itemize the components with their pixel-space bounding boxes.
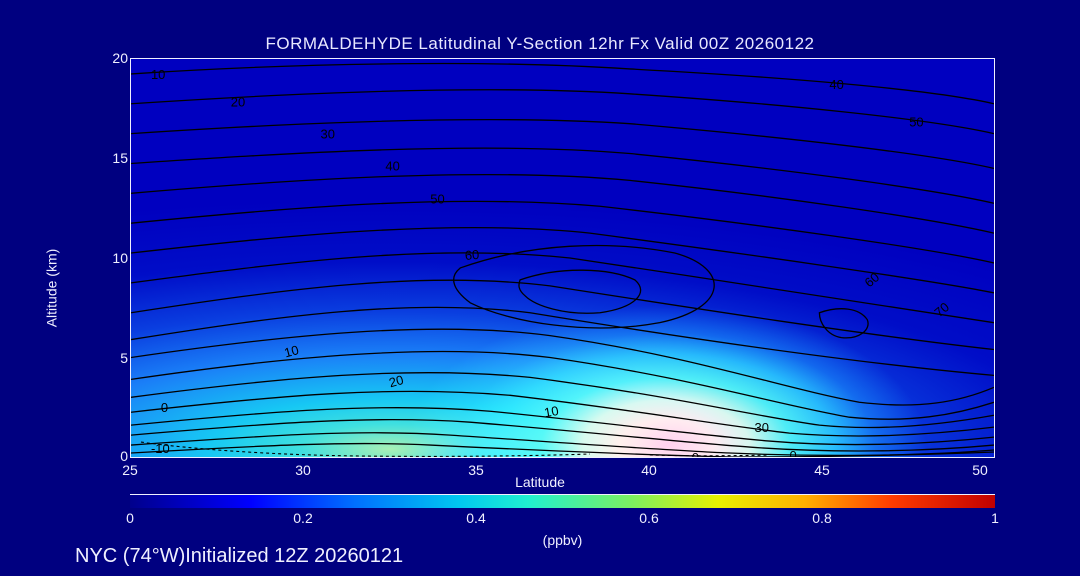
y-tick-20: 20 [104, 50, 128, 66]
svg-text:40: 40 [385, 158, 399, 173]
svg-text:30: 30 [321, 127, 335, 142]
svg-text:0: 0 [789, 448, 796, 457]
chart-root: FORMALDEHYDE Latitudinal Y-Section 12hr … [0, 0, 1080, 576]
svg-text:20: 20 [231, 95, 245, 110]
x-tick-30: 30 [288, 462, 318, 478]
cb-tick-0: 0 [126, 510, 134, 526]
cb-tick-1: 0.2 [293, 510, 312, 526]
svg-text:0: 0 [692, 450, 699, 457]
svg-text:70: 70 [931, 299, 952, 320]
svg-text:30: 30 [755, 420, 769, 435]
svg-text:60: 60 [464, 247, 480, 263]
cb-tick-3: 0.6 [639, 510, 658, 526]
cb-tick-2: 0.4 [466, 510, 485, 526]
svg-text:0: 0 [161, 400, 168, 415]
svg-text:10: 10 [283, 342, 301, 360]
x-tick-35: 35 [461, 462, 491, 478]
x-tick-50: 50 [965, 462, 995, 478]
svg-text:10: 10 [543, 403, 560, 420]
x-axis-label: Latitude [515, 474, 565, 490]
svg-text:-10: -10 [151, 441, 170, 456]
colorbar-gradient [130, 494, 995, 508]
svg-text:20: 20 [387, 372, 405, 390]
svg-text:60: 60 [862, 269, 883, 290]
x-tick-45: 45 [807, 462, 837, 478]
svg-text:50: 50 [909, 115, 923, 130]
x-tick-25: 25 [115, 462, 145, 478]
chart-title: FORMALDEHYDE Latitudinal Y-Section 12hr … [266, 34, 815, 54]
y-axis-label: Altitude (km) [43, 249, 59, 328]
contour-lines-svg: 10 20 30 40 50 60 40 50 60 70 10 20 10 3… [131, 59, 994, 457]
plot-area: 10 20 30 40 50 60 40 50 60 70 10 20 10 3… [130, 58, 995, 458]
cb-tick-4: 0.8 [812, 510, 831, 526]
colorbar-wrap: 0 0.2 0.4 0.6 0.8 1 (ppbv) [130, 494, 995, 528]
svg-text:10: 10 [151, 67, 165, 82]
colorbar-unit-label: (ppbv) [543, 532, 583, 548]
caption-text: NYC (74°W)Initialized 12Z 20260121 [75, 545, 403, 568]
svg-text:40: 40 [829, 77, 843, 92]
y-tick-15: 15 [104, 150, 128, 166]
y-tick-10: 10 [104, 250, 128, 266]
cb-tick-5: 1 [991, 510, 999, 526]
svg-text:50: 50 [430, 191, 444, 206]
y-tick-5: 5 [104, 350, 128, 366]
colorbar-ticks: 0 0.2 0.4 0.6 0.8 1 (ppbv) [130, 508, 995, 528]
x-tick-40: 40 [634, 462, 664, 478]
